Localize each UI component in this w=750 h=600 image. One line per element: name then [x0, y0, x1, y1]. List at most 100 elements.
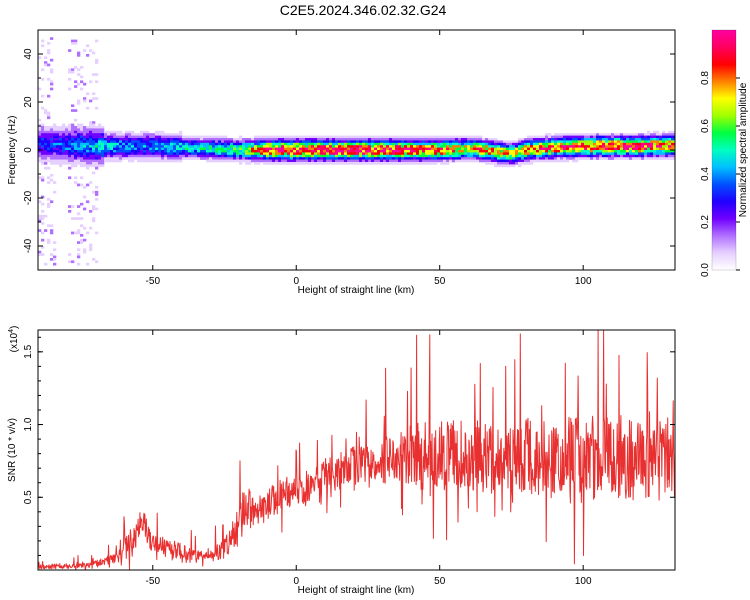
spectrogram-cell [122, 133, 126, 136]
spectrogram-cell [527, 159, 531, 163]
spectrogram-cell [635, 150, 639, 153]
spectrogram-cell [524, 150, 528, 153]
spectrogram-cell [398, 159, 402, 163]
spectrogram-cell [356, 152, 360, 156]
spectrogram-cell [95, 186, 99, 189]
spectrogram-cell [506, 157, 510, 160]
spectrogram-cell [305, 145, 309, 148]
spectrogram-cell [260, 140, 264, 144]
spectrogram-cell [377, 147, 381, 151]
spectrogram-cell [542, 142, 546, 146]
spectrogram-cell [509, 162, 513, 165]
spectrogram-cell [458, 150, 462, 153]
spectrogram-cell [395, 152, 399, 156]
spectrogram-cell [359, 152, 363, 156]
spectrogram-cell [419, 135, 423, 139]
spectrogram-cell [533, 154, 537, 158]
spectrogram-cell [281, 157, 285, 160]
spectrogram-cell [287, 150, 291, 153]
spectrogram-cell [128, 140, 132, 144]
spectrogram-cell [41, 94, 45, 98]
spectrogram-cell [416, 150, 420, 153]
spectrogram-cell [149, 147, 153, 151]
spectrogram-cell [371, 140, 375, 144]
spectrogram-cell [584, 138, 588, 141]
spectrogram-cell [617, 157, 621, 160]
spectrogram-cell [485, 138, 489, 141]
spectrogram-cell [365, 150, 369, 153]
spectrogram-cell [521, 159, 525, 163]
spectrogram-cell [545, 147, 549, 151]
spectrogram-cell [47, 238, 51, 242]
spectrogram-cell [152, 159, 156, 163]
spectrogram-cell [245, 154, 249, 158]
spectrogram-cell [476, 138, 480, 141]
spectrogram-cell [257, 142, 261, 146]
spectrogram-cell [347, 157, 351, 160]
spectrogram-cell [593, 147, 597, 151]
spectrogram-cell [569, 138, 573, 141]
spectrogram-cell [413, 145, 417, 148]
spectrogram-cell [68, 49, 72, 52]
spectrogram-cell [44, 166, 48, 170]
spectrogram-cell [530, 140, 534, 144]
spectrogram-cell [371, 154, 375, 158]
spectrogram-cell [347, 145, 351, 148]
spectrogram-cell [596, 157, 600, 160]
spectrogram-cell [629, 150, 633, 153]
spectrogram-cell [620, 157, 624, 160]
spectrogram-cell [344, 152, 348, 156]
spectrogram-cell [485, 150, 489, 153]
spectrogram-cell [41, 246, 45, 249]
spectrogram-cell [284, 157, 288, 160]
spectrogram-cell [83, 128, 87, 132]
spectrogram-cell [353, 145, 357, 148]
spectrogram-cell [653, 150, 657, 153]
spectrogram-cell [239, 162, 243, 165]
spectrogram-cell [80, 217, 84, 220]
spectrogram-cell [584, 135, 588, 139]
spectrogram-cell [605, 140, 609, 144]
spectrogram-cell [74, 162, 78, 165]
spectrogram-cell [323, 157, 327, 160]
spectrogram-cell [77, 73, 81, 76]
spectrogram-cell [290, 150, 294, 153]
spectrogram-cell [209, 157, 213, 160]
spectrogram-cell [137, 142, 141, 146]
spectrogram-cell [593, 152, 597, 156]
spectrogram-cell [56, 147, 60, 151]
spectrogram-cell [422, 154, 426, 158]
spectrogram-cell [611, 154, 615, 158]
spectrogram-cell [107, 152, 111, 156]
spectrogram-cell [515, 154, 519, 158]
spectrogram-cell [80, 176, 84, 180]
spectrogram-cell [71, 39, 75, 43]
spectrogram-cell [617, 133, 621, 136]
snr-multiplier-exponent: 4 [8, 329, 15, 333]
colorbar-tick-label: 0.0 [700, 263, 711, 277]
spectrogram-cell [77, 154, 81, 158]
spectrogram-cell [233, 140, 237, 144]
spectrogram-cell [554, 154, 558, 158]
spectrogram-cell [581, 154, 585, 158]
spectrogram-cell [671, 147, 675, 151]
spectrogram-cell [251, 157, 255, 160]
spectrogram-cell [104, 147, 108, 151]
spectrogram-cell [191, 140, 195, 144]
spectrogram-cell [44, 126, 48, 129]
spectrogram-cell [224, 145, 228, 148]
spectrogram-cell [98, 142, 102, 146]
spectrogram-cell [308, 150, 312, 153]
spectrogram-cell [44, 152, 48, 156]
spectrogram-cell [482, 142, 486, 146]
spectrogram-cell [56, 142, 60, 146]
spectrogram-cell [368, 140, 372, 144]
spectrogram-cell [620, 140, 624, 144]
spectrogram-cell [452, 135, 456, 139]
spectrogram-y-tick-label: 40 [23, 48, 34, 60]
spectrogram-cell [407, 135, 411, 139]
spectrogram-cell [374, 162, 378, 165]
spectrogram-cell [104, 152, 108, 156]
spectrogram-cell [482, 157, 486, 160]
spectrogram-cell [440, 154, 444, 158]
